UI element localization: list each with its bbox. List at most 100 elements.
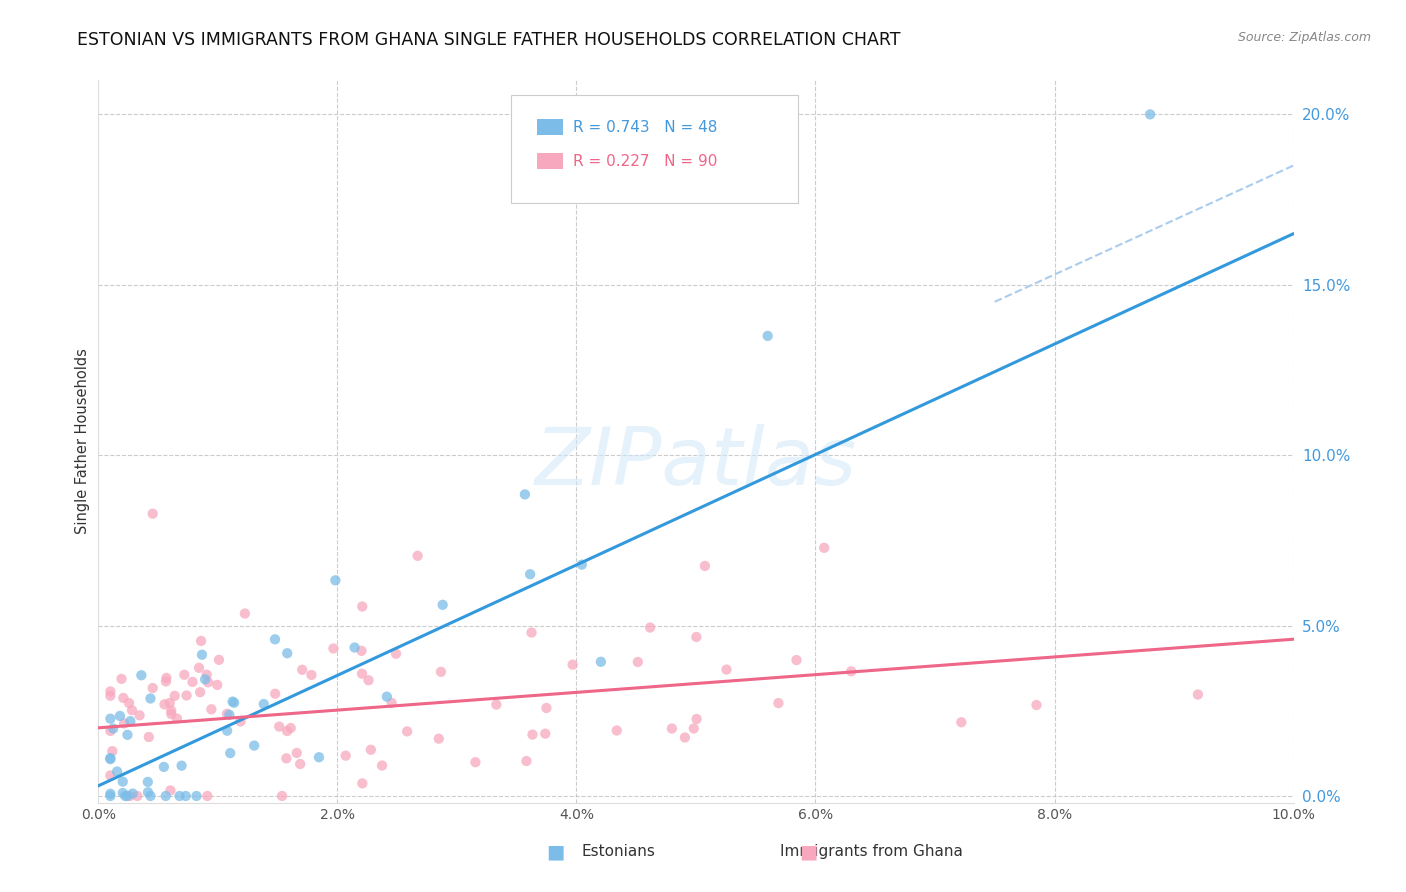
Point — [169, 789, 191, 803]
Point — [173, 667, 195, 681]
Point — [98, 752, 122, 766]
Point — [280, 721, 302, 735]
Point — [142, 681, 165, 695]
Point — [200, 702, 222, 716]
Point — [98, 723, 122, 738]
Point — [606, 723, 628, 738]
Point — [350, 666, 373, 681]
Point — [121, 787, 143, 801]
Point — [756, 329, 779, 343]
Point — [839, 665, 862, 679]
Point — [221, 695, 243, 709]
Text: ■: ■ — [799, 842, 818, 862]
Point — [685, 630, 707, 644]
Point — [131, 668, 153, 682]
Point — [139, 789, 162, 803]
Point — [155, 789, 177, 803]
FancyBboxPatch shape — [510, 95, 797, 203]
Point — [276, 751, 298, 765]
Point — [136, 785, 159, 799]
Point — [159, 696, 181, 710]
Point — [188, 661, 211, 675]
Point — [224, 696, 246, 710]
Point — [108, 709, 131, 723]
Point — [271, 789, 294, 803]
Point — [571, 558, 593, 572]
Point — [276, 724, 298, 739]
Point — [188, 685, 211, 699]
Point — [685, 712, 707, 726]
Point — [682, 722, 704, 736]
Text: ZIPatlas: ZIPatlas — [534, 425, 858, 502]
Point — [98, 712, 122, 726]
Point — [191, 648, 214, 662]
Point — [716, 663, 738, 677]
Point — [352, 776, 374, 790]
Point — [519, 567, 541, 582]
Point — [430, 665, 453, 679]
Point — [308, 750, 330, 764]
Point — [181, 674, 204, 689]
Point — [117, 728, 139, 742]
Point — [515, 754, 537, 768]
Point — [160, 704, 183, 718]
Point — [160, 706, 183, 721]
Point — [427, 731, 450, 746]
Point — [768, 696, 790, 710]
Point — [264, 687, 287, 701]
Point — [785, 653, 807, 667]
Point — [110, 672, 132, 686]
Y-axis label: Single Father Households: Single Father Households — [75, 349, 90, 534]
Point — [138, 730, 160, 744]
Point — [155, 674, 177, 689]
Point — [190, 634, 212, 648]
Point — [950, 715, 973, 730]
Point — [371, 758, 394, 772]
Point — [350, 644, 373, 658]
Point — [115, 789, 138, 803]
Text: R = 0.227   N = 90: R = 0.227 N = 90 — [572, 153, 717, 169]
Point — [98, 768, 122, 782]
Point — [276, 646, 298, 660]
Text: ESTONIAN VS IMMIGRANTS FROM GHANA SINGLE FATHER HOUSEHOLDS CORRELATION CHART: ESTONIAN VS IMMIGRANTS FROM GHANA SINGLE… — [77, 31, 901, 49]
Point — [195, 789, 218, 803]
Point — [627, 655, 650, 669]
Point — [385, 647, 408, 661]
Point — [513, 487, 536, 501]
Point — [101, 722, 124, 736]
Point — [163, 689, 186, 703]
Point — [357, 673, 380, 688]
Text: Estonians: Estonians — [582, 845, 655, 859]
Point — [215, 706, 238, 721]
Point — [233, 607, 256, 621]
Point — [207, 678, 229, 692]
Point — [98, 684, 122, 698]
Point — [155, 671, 177, 685]
Point — [166, 711, 188, 725]
Point — [264, 632, 287, 647]
Point — [197, 675, 219, 690]
Point — [127, 789, 149, 803]
Point — [1025, 698, 1047, 712]
Point — [98, 751, 122, 765]
Point — [661, 722, 683, 736]
Point — [406, 549, 429, 563]
Point — [139, 691, 162, 706]
Point — [174, 789, 197, 803]
Point — [299, 668, 322, 682]
Point — [170, 758, 193, 772]
FancyBboxPatch shape — [537, 153, 564, 169]
Text: Immigrants from Ghana: Immigrants from Ghana — [780, 845, 963, 859]
Point — [229, 714, 252, 729]
Point — [112, 716, 135, 731]
Point — [121, 703, 143, 717]
Point — [194, 673, 217, 687]
Point — [534, 727, 557, 741]
Point — [1139, 107, 1161, 121]
Point — [352, 599, 374, 614]
Text: ■: ■ — [546, 842, 565, 862]
Point — [153, 760, 176, 774]
Point — [98, 689, 122, 703]
Text: R = 0.743   N = 48: R = 0.743 N = 48 — [572, 120, 717, 135]
Point — [153, 698, 176, 712]
